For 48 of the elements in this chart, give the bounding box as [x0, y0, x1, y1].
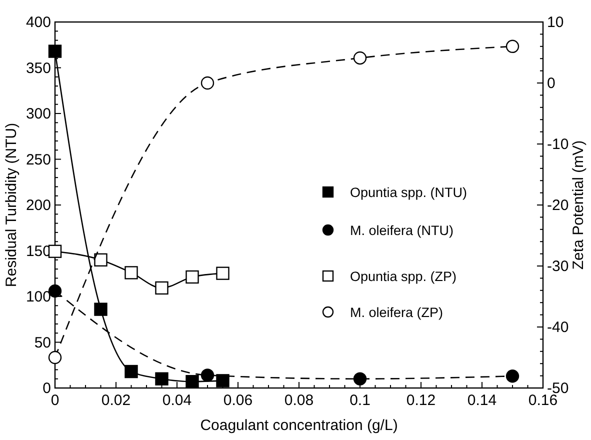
point	[186, 270, 199, 284]
y2-tick-label: 0	[547, 75, 556, 92]
legend-label: M. oleifera (NTU)	[350, 223, 454, 238]
point	[48, 44, 62, 58]
point	[94, 253, 108, 266]
y-tick-label: 350	[26, 60, 51, 77]
y-tick-label: 300	[26, 106, 51, 122]
y2-tick-label: 10	[547, 14, 564, 31]
point	[506, 40, 520, 53]
point	[200, 368, 214, 382]
point	[48, 244, 62, 258]
point	[124, 266, 138, 280]
x-axis-title: Coagulant concentration (g/L)	[200, 417, 398, 434]
point	[124, 364, 138, 378]
point	[48, 350, 62, 364]
point	[200, 76, 214, 90]
x-tick-label: 0.16	[528, 392, 558, 409]
legend-label: Opuntia spp. (ZP)	[350, 269, 457, 284]
y-tick-label: 250	[26, 151, 51, 168]
point	[94, 302, 108, 316]
y2-tick-label: -10	[547, 136, 569, 153]
y-tick-label: 100	[26, 288, 51, 306]
x-tick-label: 0.14	[467, 392, 497, 409]
y-tick-label: 400	[26, 14, 51, 31]
x-tick-label: 0.12	[406, 392, 436, 409]
y2-axis-title: Zeta Potential (mV)	[570, 140, 587, 270]
y2-tick-label: -30	[547, 258, 569, 275]
x-tick-label: 0.06	[223, 392, 253, 409]
point	[155, 372, 168, 386]
point	[186, 374, 199, 388]
legend-label: M. oleifera (ZP)	[350, 305, 444, 320]
y-tick-label: 0	[42, 380, 51, 397]
y-tick-label: 50	[34, 334, 51, 352]
x-tick-label: 0.02	[101, 392, 131, 409]
point	[353, 51, 367, 65]
point	[506, 370, 520, 383]
x-tick-label: 0.08	[284, 392, 314, 409]
point	[216, 266, 230, 280]
x-tick-label: 0.1	[350, 392, 370, 409]
y2-tick-label: -40	[547, 319, 569, 336]
point	[216, 374, 230, 388]
y-tick-label: 200	[26, 197, 51, 214]
y-axis-title: Residual Turbidity (NTU)	[3, 122, 20, 288]
point	[353, 372, 367, 386]
legend-label: Opuntia spp. (NTU)	[350, 185, 468, 200]
point	[155, 281, 168, 295]
y2-tick-label: -20	[547, 197, 569, 214]
x-tick-label: 0.04	[162, 392, 192, 409]
